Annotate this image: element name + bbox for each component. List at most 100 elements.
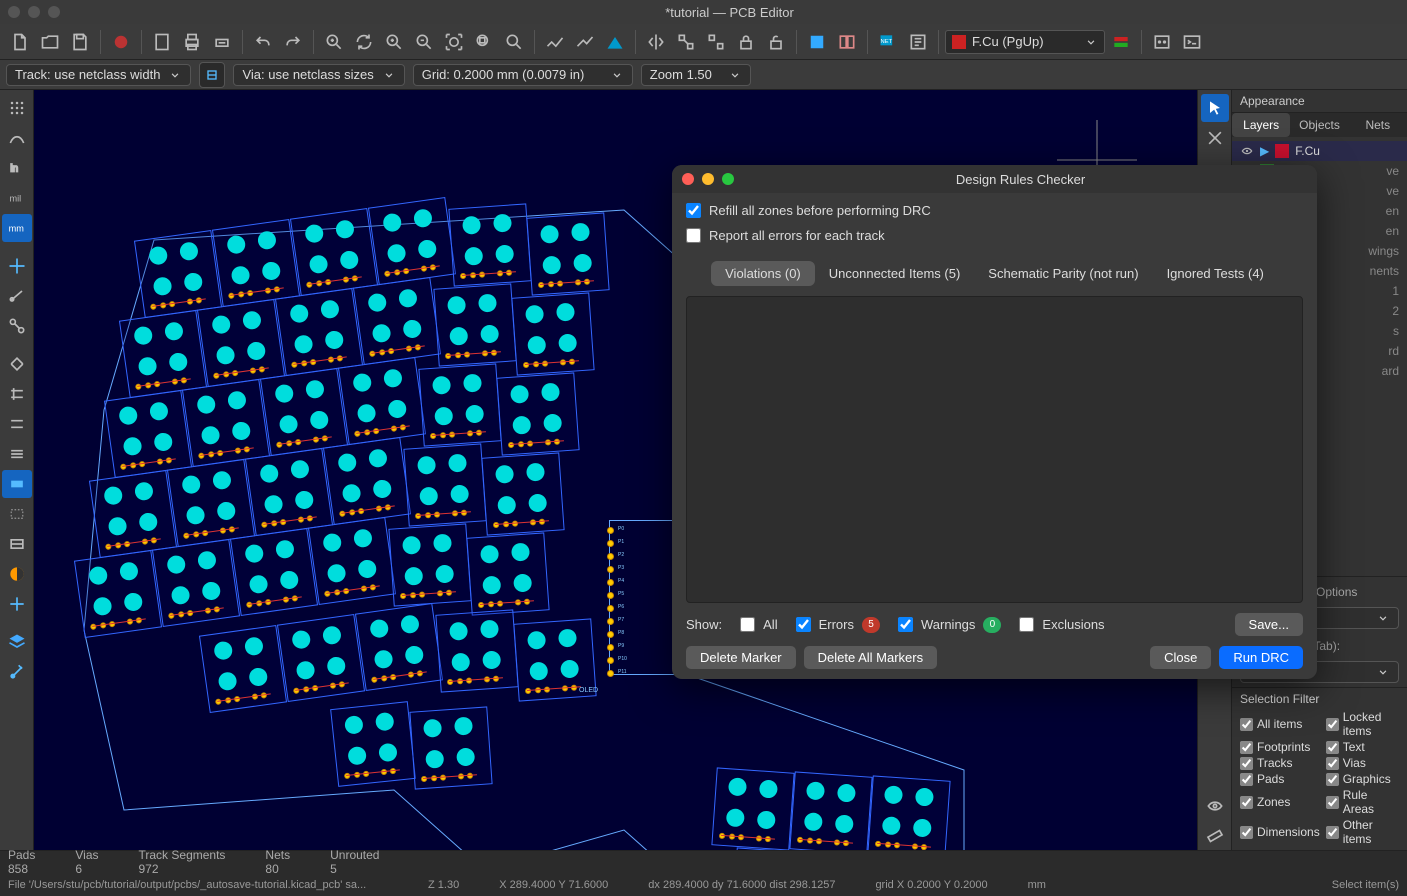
drc-run-button[interactable]: Run DRC: [1219, 646, 1303, 669]
find-icon[interactable]: [320, 28, 348, 56]
drc-report-option[interactable]: Report all errors for each track: [686, 228, 1303, 243]
flip-icon[interactable]: [601, 28, 629, 56]
select-tool-icon[interactable]: [1201, 94, 1229, 122]
print-icon[interactable]: [178, 28, 206, 56]
drc-tab-ignored[interactable]: Ignored Tests (4): [1153, 261, 1278, 286]
console-icon[interactable]: [1178, 28, 1206, 56]
zoom-selection-icon[interactable]: [500, 28, 528, 56]
ratsnest-toggle-icon[interactable]: [2, 282, 32, 310]
redo-icon[interactable]: [279, 28, 307, 56]
drc-icon[interactable]: [904, 28, 932, 56]
rotate-ccw-icon[interactable]: [541, 28, 569, 56]
track-outline-icon[interactable]: [2, 440, 32, 468]
layer-row[interactable]: ▶ F.Cu: [1232, 141, 1407, 161]
measure-icon[interactable]: [1201, 822, 1229, 850]
traffic-min[interactable]: [28, 6, 40, 18]
ratsnest-curved-toggle-icon[interactable]: [2, 312, 32, 340]
units-mm-icon[interactable]: mm: [2, 214, 32, 242]
sf-other-items[interactable]: Other items: [1326, 818, 1399, 846]
contrast-mode-icon[interactable]: [2, 560, 32, 588]
zoom-out-icon[interactable]: [410, 28, 438, 56]
properties-icon[interactable]: [2, 658, 32, 686]
net-inspector-icon[interactable]: [1201, 792, 1229, 820]
drc-results-list[interactable]: [686, 296, 1303, 603]
lock-icon[interactable]: [732, 28, 760, 56]
zone-fractured-icon[interactable]: [2, 530, 32, 558]
tab-nets[interactable]: Nets: [1349, 113, 1407, 137]
sf-all-items[interactable]: All items: [1240, 710, 1320, 738]
update-from-schematic-icon[interactable]: NET: [874, 28, 902, 56]
sf-zones[interactable]: Zones: [1240, 788, 1320, 816]
via-outline-icon[interactable]: [2, 410, 32, 438]
sf-text[interactable]: Text: [1326, 740, 1399, 754]
drc-close-icon[interactable]: [682, 173, 694, 185]
grid-dropdown[interactable]: Grid: 0.2000 mm (0.0079 in): [413, 64, 633, 86]
units-mil-icon[interactable]: mil: [2, 184, 32, 212]
local-ratsnest-icon[interactable]: [1201, 124, 1229, 152]
outline-mode-icon[interactable]: [2, 350, 32, 378]
sf-vias[interactable]: Vias: [1326, 756, 1399, 770]
sf-tracks[interactable]: Tracks: [1240, 756, 1320, 770]
refresh-icon[interactable]: [350, 28, 378, 56]
sf-footprints[interactable]: Footprints: [1240, 740, 1320, 754]
track-width-dropdown[interactable]: Track: use netclass width: [6, 64, 191, 86]
drc-save-button[interactable]: Save...: [1235, 613, 1303, 636]
polar-coords-icon[interactable]: in: [2, 154, 32, 182]
sf-pads[interactable]: Pads: [1240, 772, 1320, 786]
drc-show-warnings[interactable]: Warnings0: [898, 617, 1001, 633]
tab-objects[interactable]: Objects: [1290, 113, 1348, 137]
pad-outline-icon[interactable]: [2, 380, 32, 408]
zoom-fit-icon[interactable]: [440, 28, 468, 56]
save-icon[interactable]: [66, 28, 94, 56]
footprint-browser-icon[interactable]: [833, 28, 861, 56]
sf-dimensions[interactable]: Dimensions: [1240, 818, 1320, 846]
page-settings-icon[interactable]: [148, 28, 176, 56]
grid-overrides-icon[interactable]: [2, 124, 32, 152]
open-file-icon[interactable]: [36, 28, 64, 56]
layer-pairs-icon[interactable]: [1107, 28, 1135, 56]
sf-locked-items[interactable]: Locked items: [1326, 710, 1399, 738]
sf-rule-areas[interactable]: Rule Areas: [1326, 788, 1399, 816]
drc-tab-unconnected[interactable]: Unconnected Items (5): [815, 261, 975, 286]
plot-icon[interactable]: [208, 28, 236, 56]
drc-delete-all-button[interactable]: Delete All Markers: [804, 646, 937, 669]
traffic-max[interactable]: [48, 6, 60, 18]
drc-close-button[interactable]: Close: [1150, 646, 1211, 669]
drc-tab-violations[interactable]: Violations (0): [711, 261, 815, 286]
traffic-close[interactable]: [8, 6, 20, 18]
tab-layers[interactable]: Layers: [1232, 113, 1290, 137]
sf-graphics[interactable]: Graphics: [1326, 772, 1399, 786]
show-ratsnest-icon[interactable]: [672, 28, 700, 56]
layer-color-swatch[interactable]: [1275, 144, 1289, 158]
zone-outline-icon[interactable]: [2, 500, 32, 528]
drc-max-icon[interactable]: [722, 173, 734, 185]
drc-tab-parity[interactable]: Schematic Parity (not run): [974, 261, 1152, 286]
eye-icon[interactable]: [1240, 144, 1254, 158]
zoom-objects-icon[interactable]: [470, 28, 498, 56]
layers-manager-icon[interactable]: [2, 628, 32, 656]
drc-show-exclusions[interactable]: Exclusions: [1019, 617, 1104, 632]
grid-toggle-icon[interactable]: [2, 94, 32, 122]
unlock-icon[interactable]: [762, 28, 790, 56]
auto-track-width-toggle[interactable]: [199, 62, 225, 88]
mirror-h-icon[interactable]: [642, 28, 670, 56]
drc-delete-marker-button[interactable]: Delete Marker: [686, 646, 796, 669]
new-file-icon[interactable]: [6, 28, 34, 56]
drc-show-all[interactable]: All: [740, 617, 777, 632]
via-size-dropdown[interactable]: Via: use netclass sizes: [233, 64, 404, 86]
zoom-in-icon[interactable]: [380, 28, 408, 56]
rotate-cw-icon[interactable]: [571, 28, 599, 56]
scripting-icon[interactable]: [1148, 28, 1176, 56]
drc-min-icon[interactable]: [702, 173, 714, 185]
layer-selector[interactable]: F.Cu (PgUp): [945, 30, 1105, 54]
zone-display-icon[interactable]: [2, 470, 32, 498]
cursor-full-icon[interactable]: [2, 252, 32, 280]
zoom-dropdown[interactable]: Zoom 1.50: [641, 64, 751, 86]
drc-refill-option[interactable]: Refill all zones before performing DRC: [686, 203, 1303, 218]
net-color-icon[interactable]: [2, 590, 32, 618]
drc-report-checkbox[interactable]: [686, 228, 701, 243]
drc-show-errors[interactable]: Errors5: [796, 617, 880, 633]
drc-refill-checkbox[interactable]: [686, 203, 701, 218]
board-setup-icon[interactable]: [107, 28, 135, 56]
undo-icon[interactable]: [249, 28, 277, 56]
